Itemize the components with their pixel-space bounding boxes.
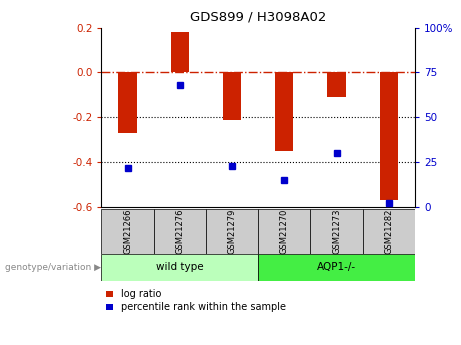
Bar (154, 209, 206, 254)
Text: AQP1-/-: AQP1-/- (317, 263, 356, 272)
Title: GDS899 / H3098A02: GDS899 / H3098A02 (190, 11, 326, 24)
Text: GSM21270: GSM21270 (280, 208, 289, 254)
Bar (258, 254, 415, 281)
Bar (275, 72, 293, 151)
Text: wild type: wild type (156, 263, 204, 272)
Text: GSM21282: GSM21282 (384, 208, 393, 254)
Text: GSM21266: GSM21266 (123, 208, 132, 254)
Bar (327, 72, 346, 97)
Bar (101, 209, 154, 254)
Text: genotype/variation ▶: genotype/variation ▶ (5, 263, 100, 272)
Text: GSM21273: GSM21273 (332, 208, 341, 254)
Bar (258, 209, 310, 254)
Text: GSM21276: GSM21276 (175, 208, 184, 254)
Bar (363, 209, 415, 254)
Bar (379, 72, 398, 200)
Bar (223, 72, 241, 119)
Legend: log ratio, percentile rank within the sample: log ratio, percentile rank within the sa… (106, 289, 286, 313)
Bar (101, 254, 258, 281)
Bar (310, 209, 363, 254)
Bar (118, 72, 136, 133)
Bar (206, 209, 258, 254)
Text: GSM21279: GSM21279 (228, 208, 236, 254)
Bar (171, 32, 189, 72)
